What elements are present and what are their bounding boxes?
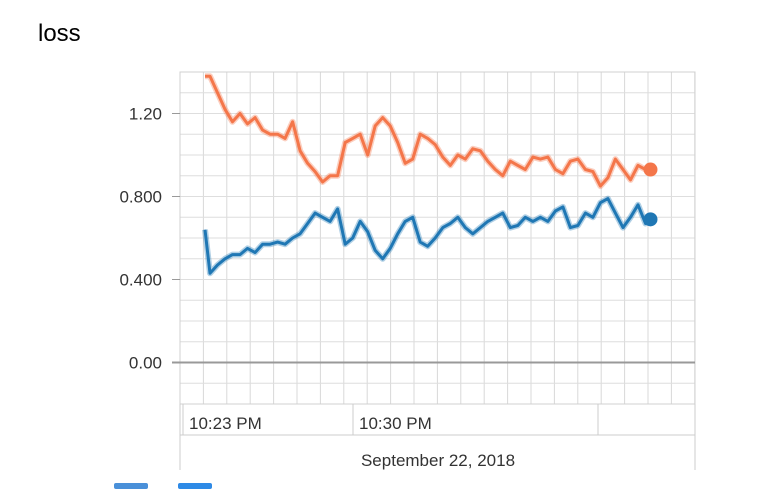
- series-0-end-dot: [643, 163, 657, 177]
- y-tick-label: 0.00: [129, 354, 162, 373]
- date-label: September 22, 2018: [361, 451, 515, 470]
- x-tick-label: 10:30 PM: [359, 414, 432, 433]
- y-ticks: 0.00 0.400 0.800 1.20: [119, 105, 180, 373]
- legend-toggle-a[interactable]: [114, 483, 148, 489]
- legend-toggle-b[interactable]: [178, 483, 212, 489]
- series-1-line: [205, 199, 651, 274]
- y-tick-label: 0.800: [119, 188, 162, 207]
- series-1-end-dot: [643, 212, 657, 226]
- x-tick-label: 10:23 PM: [189, 414, 262, 433]
- x-axis: 10:23 PM 10:30 PM September 22, 2018: [180, 404, 695, 470]
- y-tick-label: 0.400: [119, 271, 162, 290]
- y-tick-label: 1.20: [129, 105, 162, 124]
- series-1-smoothing-band: [205, 199, 651, 274]
- series-group: [205, 76, 657, 273]
